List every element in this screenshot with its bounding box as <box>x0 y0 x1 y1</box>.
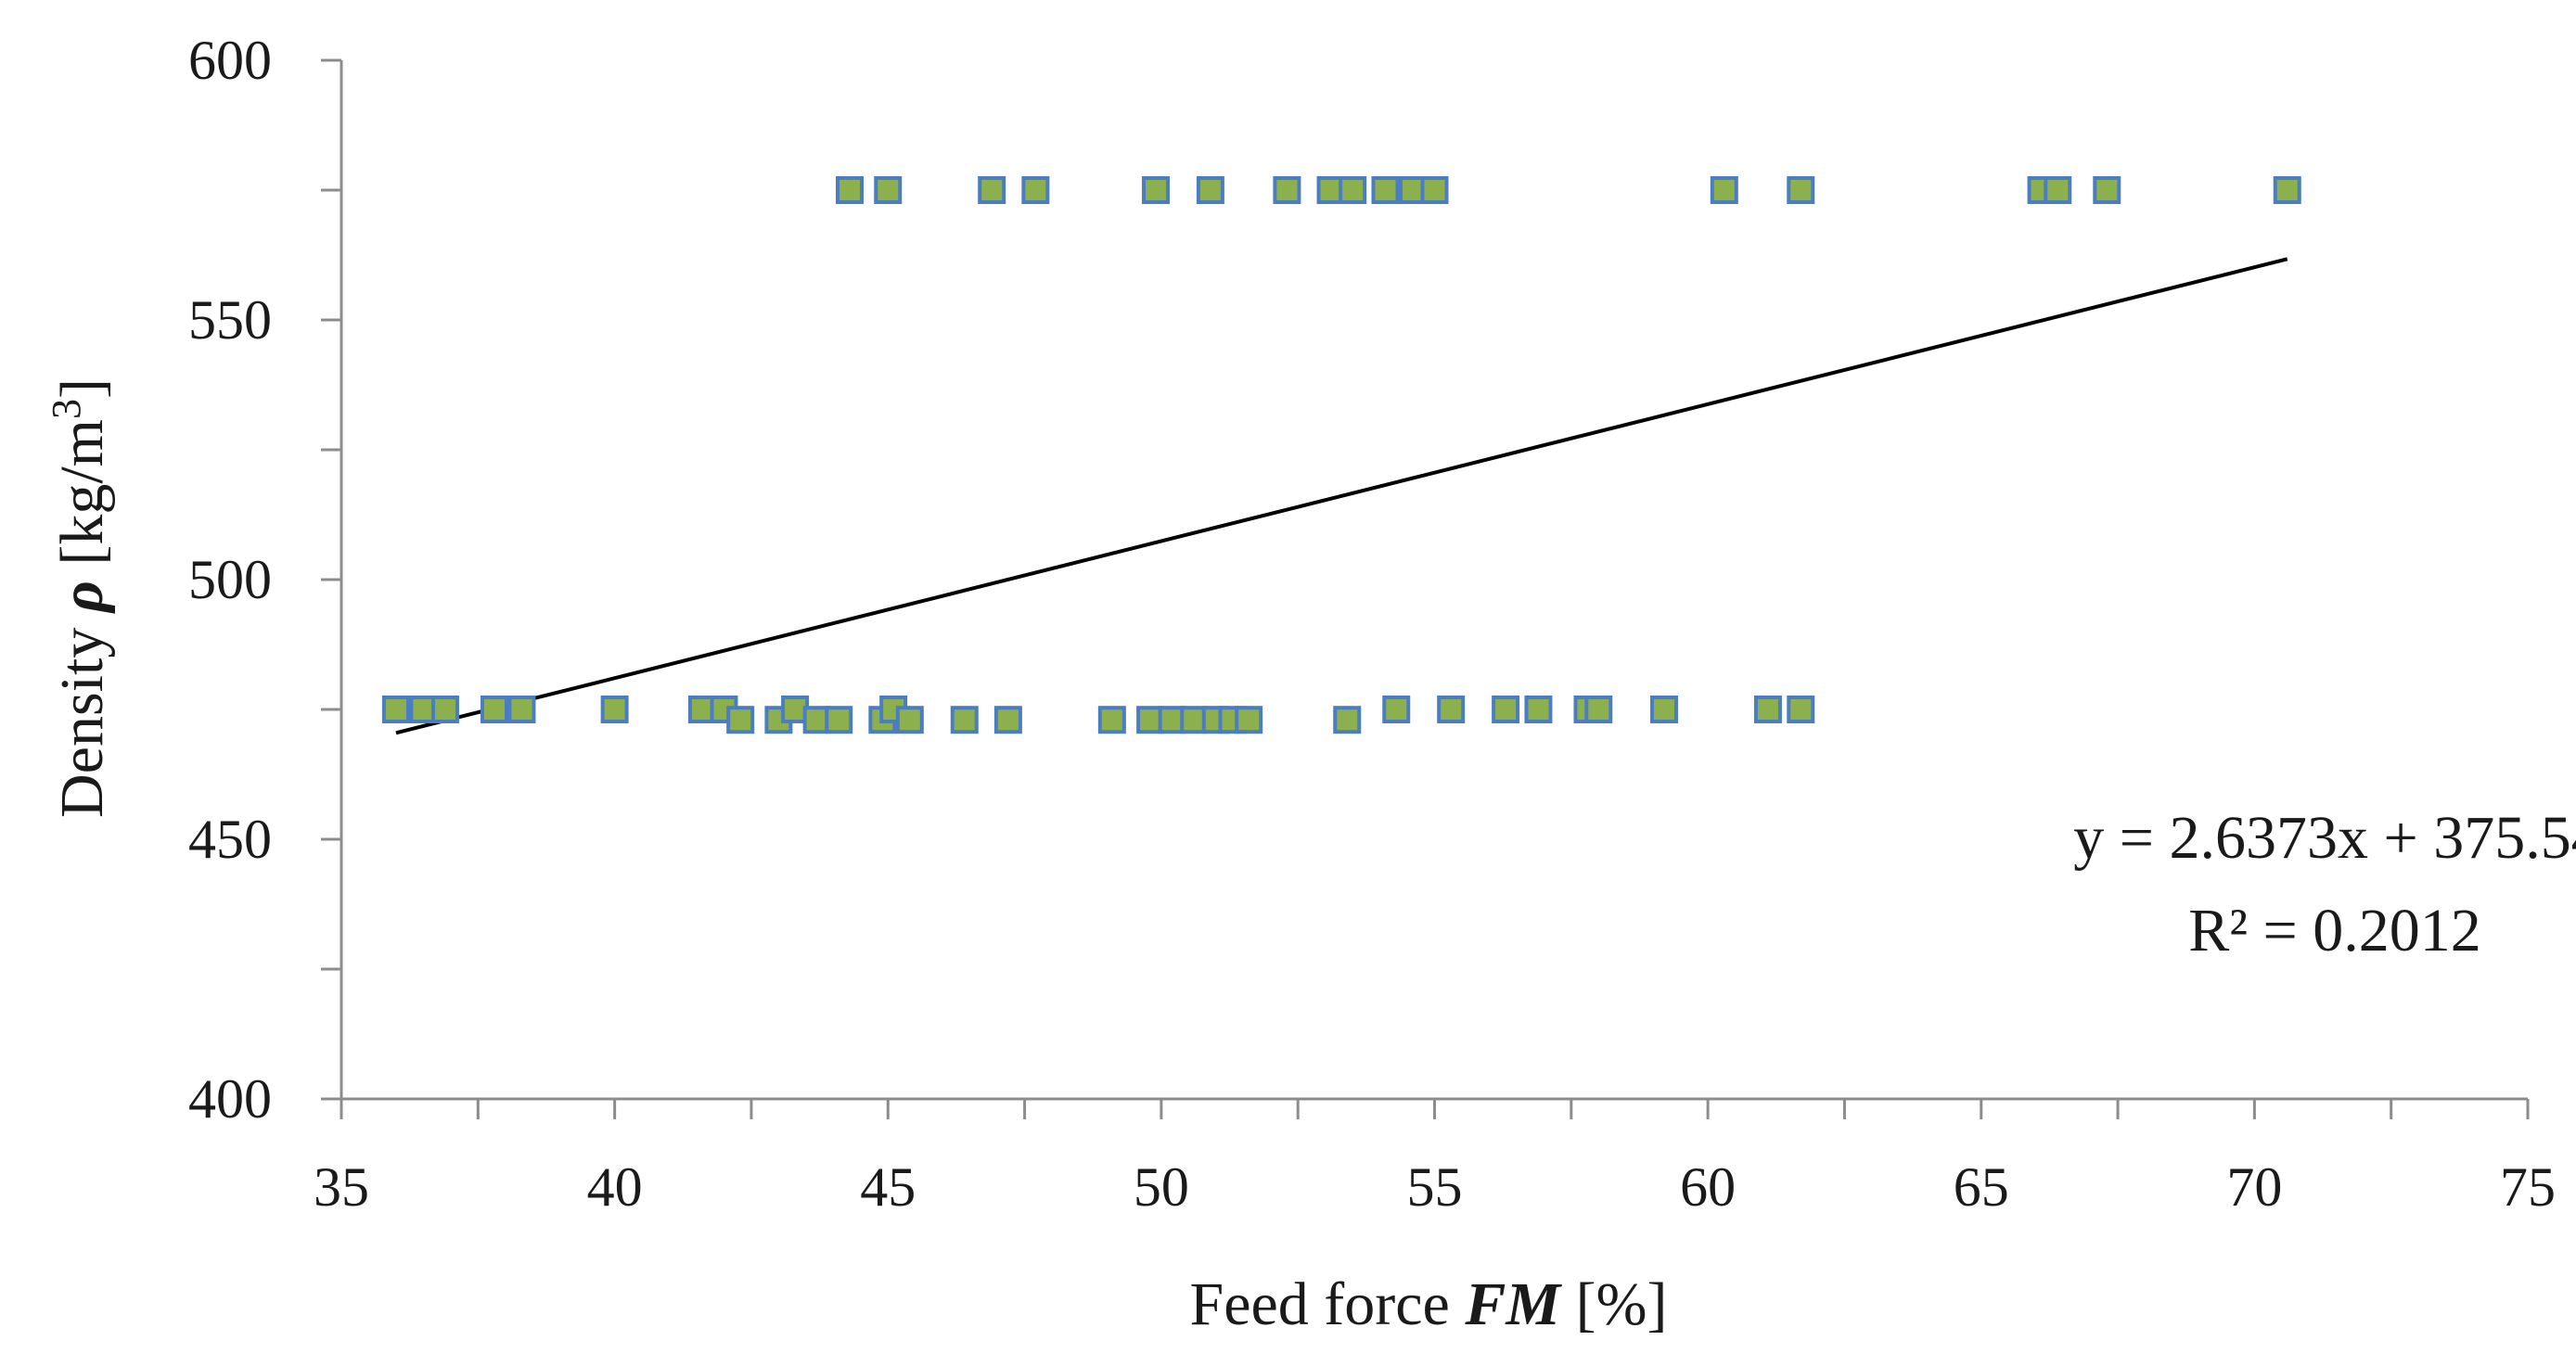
x-axis-title-prefix: Feed force <box>1190 1270 1450 1338</box>
data-point <box>978 176 1006 204</box>
x-axis-title: Feed force FM [%] <box>1190 1270 1668 1338</box>
data-point <box>1196 176 1224 204</box>
trendline-equation: y = 2.6373x + 375.54 <box>2073 804 2576 872</box>
x-tick-label: 70 <box>2226 1156 2282 1218</box>
data-point <box>895 706 924 734</box>
y-axis-title-unit: [kg/m <box>48 419 116 566</box>
data-point <box>507 696 536 723</box>
y-tick-label: 550 <box>188 289 272 351</box>
data-point <box>1339 176 1367 204</box>
data-point <box>480 696 508 723</box>
data-point <box>2093 176 2121 204</box>
data-point <box>1584 696 1613 723</box>
data-points <box>381 176 2301 734</box>
y-tick-label: 400 <box>188 1068 272 1130</box>
data-point <box>726 706 755 734</box>
x-axis-title-symbol: FM <box>1464 1270 1562 1338</box>
x-tick-label: 40 <box>587 1156 643 1218</box>
data-point <box>1333 706 1362 734</box>
data-point <box>993 706 1022 734</box>
x-axis-ticks: 35 40 45 50 55 60 65 70 75 <box>314 1099 2556 1218</box>
data-point <box>1097 706 1126 734</box>
data-point <box>1437 696 1466 723</box>
x-tick-label: 75 <box>2500 1156 2556 1218</box>
x-axis-title-unit: [%] <box>1576 1270 1668 1338</box>
y-tick-label: 600 <box>188 30 272 91</box>
y-axis-ticks: 400 450 500 550 600 <box>188 30 341 1130</box>
data-point <box>2273 176 2301 204</box>
y-axis-title-prefix: Density <box>48 628 116 818</box>
y-axis-title-symbol: ρ <box>48 581 116 614</box>
linear-trendline <box>395 257 2288 735</box>
data-point <box>1021 176 1050 204</box>
data-point <box>1649 696 1678 723</box>
data-point <box>600 696 629 723</box>
y-tick-label: 450 <box>188 809 272 870</box>
data-point <box>1235 706 1263 734</box>
data-point <box>1273 176 1301 204</box>
x-tick-label: 55 <box>1407 1156 1463 1218</box>
data-point <box>430 696 459 723</box>
x-tick-label: 60 <box>1680 1156 1736 1218</box>
data-point <box>1141 176 1170 204</box>
data-point <box>1382 696 1411 723</box>
axes: 400 450 500 550 600 35 40 45 50 55 60 65 70 75 <box>188 30 2556 1218</box>
data-point <box>874 176 903 204</box>
data-point <box>1371 176 1400 204</box>
y-axis-title: Density ρ [kg/m3] <box>44 378 116 818</box>
y-tick-label: 500 <box>188 549 272 610</box>
data-point <box>1524 696 1553 723</box>
data-point <box>1787 696 1815 723</box>
y-axis-title-exponent: 3 <box>44 399 89 419</box>
data-point <box>1492 696 1520 723</box>
data-point <box>950 706 979 734</box>
data-point <box>381 696 410 723</box>
x-tick-label: 45 <box>860 1156 916 1218</box>
x-tick-label: 65 <box>1954 1156 2009 1218</box>
trendline-r-squared: R² = 0.2012 <box>2188 897 2481 964</box>
data-point <box>1420 176 1449 204</box>
data-point <box>2044 176 2072 204</box>
data-point <box>1710 176 1738 204</box>
x-tick-label: 50 <box>1134 1156 1189 1218</box>
data-point <box>836 176 865 204</box>
data-point <box>1753 696 1782 723</box>
data-point <box>1787 176 1815 204</box>
x-tick-label: 35 <box>314 1156 369 1218</box>
data-point <box>825 706 853 734</box>
y-axis-title-unit-close: ] <box>48 378 116 399</box>
